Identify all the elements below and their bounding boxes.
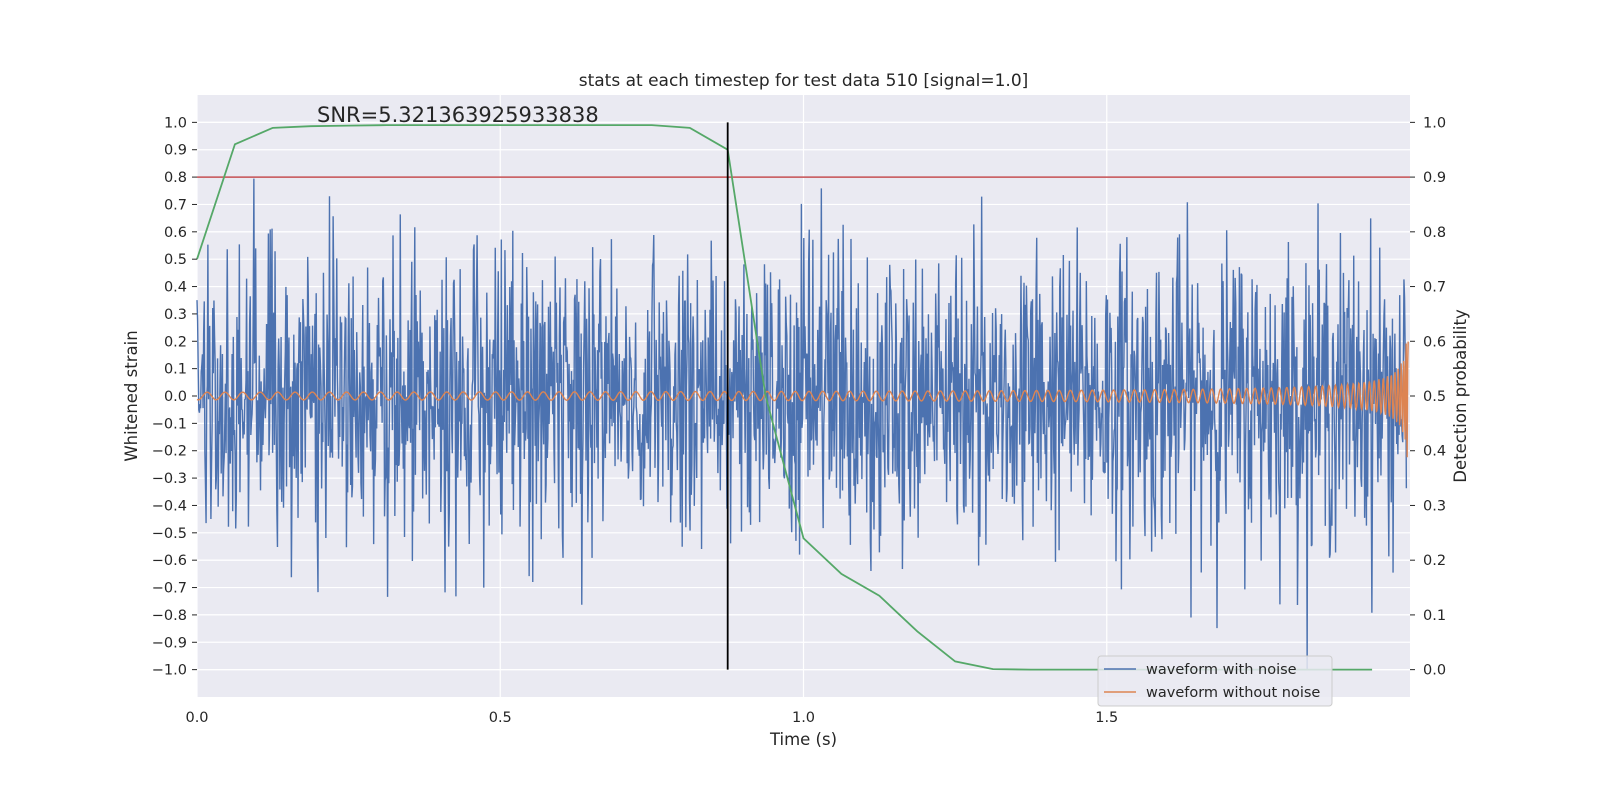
y2-tick-label: 1.0 xyxy=(1423,115,1446,131)
clean-waveform-line xyxy=(196,341,1409,458)
noisy-waveform-line xyxy=(196,178,1408,670)
y-tick-label: −0.3 xyxy=(152,471,187,487)
y-tick-label: −0.6 xyxy=(152,553,187,569)
y-tick-label: −0.1 xyxy=(152,416,187,432)
y-tick-label: 0.7 xyxy=(164,197,187,213)
y-tick-label: 0.8 xyxy=(164,170,187,186)
y2-axis-ticks: 0.0 0.1 0.2 0.3 0.4 0.5 0.6 0.7 0.8 0.9 1.0 xyxy=(1410,115,1446,679)
y-tick-label: 0.2 xyxy=(164,334,187,350)
y2-tick-label: 0.4 xyxy=(1423,444,1446,460)
legend-label-waveform-without-noise: waveform without noise xyxy=(1146,685,1320,701)
x-tick-label: 0.0 xyxy=(185,710,208,726)
y-tick-label: 0.5 xyxy=(164,252,187,268)
x-axis-label: Time (s) xyxy=(769,730,837,749)
y2-tick-label: 0.8 xyxy=(1423,225,1446,241)
x-axis-ticks: 0.0 0.5 1.0 1.5 xyxy=(185,710,1118,726)
y2-tick-label: 0.5 xyxy=(1423,389,1446,405)
y-tick-label: −0.7 xyxy=(152,581,187,597)
series-waveform-without-noise xyxy=(196,341,1409,458)
x-tick-label: 1.5 xyxy=(1095,710,1118,726)
y-tick-label: −0.4 xyxy=(152,498,187,514)
y-tick-label: 0.6 xyxy=(164,225,187,241)
y-tick-label: −0.8 xyxy=(152,608,187,624)
y2-tick-label: 0.7 xyxy=(1423,280,1446,296)
y-tick-label: 0.0 xyxy=(164,389,187,405)
y2-tick-label: 0.3 xyxy=(1423,498,1446,514)
y-tick-label: 0.1 xyxy=(164,362,187,378)
y-tick-label: −0.5 xyxy=(152,526,187,542)
y-tick-label: 1.0 xyxy=(164,115,187,131)
y2-tick-label: 0.2 xyxy=(1423,553,1446,569)
y2-tick-label: 0.9 xyxy=(1423,170,1446,186)
y-axis-ticks: −1.0 −0.9 −0.8 −0.7 −0.6 −0.5 −0.4 −0.3 −0.2 −0.1… xyxy=(152,115,197,679)
y-tick-label: 0.4 xyxy=(164,280,187,296)
x-tick-label: 0.5 xyxy=(489,710,512,726)
y-axis-label: Whitened strain xyxy=(122,330,141,461)
y-tick-label: 0.9 xyxy=(164,143,187,159)
legend: waveform with noise waveform without noi… xyxy=(1097,655,1333,707)
y2-tick-label: 0.6 xyxy=(1423,334,1446,350)
snr-annotation: SNR=5.321363925933838 xyxy=(317,103,599,127)
y-tick-label: −1.0 xyxy=(152,663,187,679)
y-tick-label: −0.9 xyxy=(152,635,187,651)
legend-box xyxy=(1097,655,1333,707)
y2-tick-label: 0.1 xyxy=(1423,608,1446,624)
y-tick-label: 0.3 xyxy=(164,307,187,323)
legend-label-waveform-with-noise: waveform with noise xyxy=(1146,662,1297,678)
x-tick-label: 1.0 xyxy=(792,710,815,726)
y2-tick-label: 0.0 xyxy=(1423,663,1446,679)
series-waveform-with-noise xyxy=(196,178,1408,670)
chart-title: stats at each timestep for test data 510… xyxy=(579,71,1029,91)
y-tick-label: −0.2 xyxy=(152,444,187,460)
y2-axis-label: Detection probability xyxy=(1451,309,1470,483)
